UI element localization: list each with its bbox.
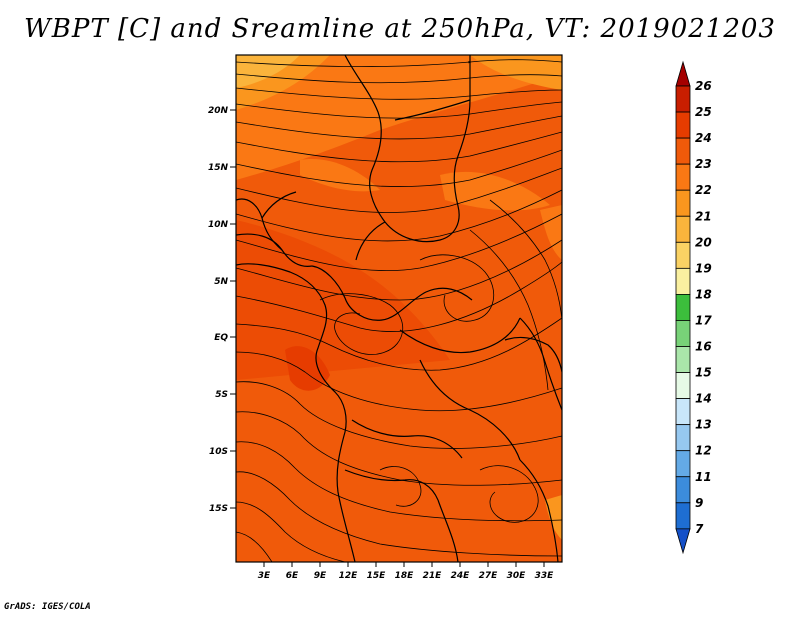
colorbar: 26 25 24 23 22 21 20 19 18 17 16 15 14 13 12 11 9 7	[675, 60, 712, 555]
colorbar-level-label: 14	[695, 392, 712, 406]
colorbar-bottom-arrow	[675, 528, 691, 555]
longitude-axis	[263, 562, 545, 567]
colorbar-level-label: 17	[695, 313, 712, 327]
plot-frame	[235, 54, 563, 563]
colorbar-swatch	[675, 450, 691, 478]
colorbar-level-label: 25	[695, 105, 712, 119]
lon-label-30e: 30E	[507, 571, 527, 581]
lon-label-9e: 9E	[314, 571, 327, 581]
lon-label-3e: 3E	[258, 571, 271, 581]
lon-label-6e: 6E	[286, 571, 299, 581]
lon-label-15e: 15E	[367, 571, 387, 581]
colorbar-top-arrow	[675, 60, 691, 87]
lon-label-18e: 18E	[395, 571, 415, 581]
colorbar-swatch	[675, 189, 691, 217]
colorbar-level-label: 21	[695, 209, 712, 223]
colorbar-level-label: 20	[695, 235, 712, 249]
colorbar-level-label: 7	[695, 522, 704, 536]
lon-label-33e: 33E	[535, 571, 555, 581]
colorbar-swatch	[675, 85, 691, 113]
lat-label-5s: 5S	[215, 390, 228, 400]
lon-label-24e: 24E	[451, 571, 471, 581]
colorbar-swatch	[675, 215, 691, 243]
lat-label-20n: 20N	[208, 106, 229, 116]
colorbar-swatch	[675, 346, 691, 373]
lat-label-10n: 10N	[208, 220, 229, 230]
lat-label-10s: 10S	[209, 447, 228, 457]
lon-label-21e: 21E	[423, 571, 443, 581]
colorbar-swatch	[675, 320, 691, 347]
colorbar-swatch	[675, 372, 691, 399]
streamlines	[236, 59, 562, 562]
colorbar-swatch	[675, 502, 691, 530]
country-borders	[236, 55, 562, 562]
colorbar-level-label: 24	[695, 131, 712, 145]
lat-label-5n: 5N	[214, 277, 228, 287]
colorbar-swatch	[675, 137, 691, 165]
colorbar-swatch	[675, 476, 691, 504]
colorbar-level-label: 11	[695, 470, 712, 484]
lat-label-eq: EQ	[214, 333, 228, 343]
colorbar-level-label: 19	[695, 261, 712, 275]
lat-label-15s: 15S	[209, 504, 228, 514]
colorbar-swatch	[675, 111, 691, 139]
colorbar-swatch	[675, 241, 691, 269]
colorbar-swatch	[675, 398, 691, 426]
colorbar-level-label: 26	[695, 79, 712, 93]
colorbar-level-label: 18	[695, 287, 712, 301]
map-title: WBPT [C] and Sreamline at 250hPa, VT: 20…	[24, 14, 776, 44]
lon-label-12e: 12E	[339, 571, 359, 581]
lon-label-27e: 27E	[479, 571, 499, 581]
colorbar-level-label: 16	[695, 340, 712, 354]
grads-credit: GrADS: IGES/COLA	[4, 602, 91, 612]
colorbar-level-label: 22	[695, 183, 712, 197]
colorbar-swatch	[675, 293, 691, 321]
lat-label-15n: 15N	[208, 163, 229, 173]
colorbar-swatch	[675, 424, 691, 452]
colorbar-level-label: 12	[695, 444, 712, 458]
colorbar-swatch	[675, 267, 691, 295]
colorbar-level-label: 23	[695, 157, 712, 171]
wbpt-shaded-field	[236, 55, 562, 562]
colorbar-swatch	[675, 163, 691, 191]
latitude-axis	[230, 109, 236, 509]
colorbar-level-label: 13	[695, 418, 712, 432]
colorbar-level-label: 9	[695, 496, 703, 510]
colorbar-level-label: 15	[695, 366, 712, 380]
